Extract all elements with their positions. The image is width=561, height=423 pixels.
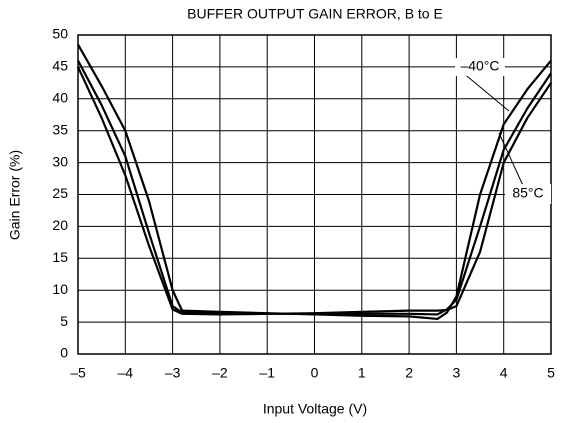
- x-tick-label: –2: [212, 365, 228, 381]
- annotation-bg: [505, 184, 551, 204]
- x-tick-label: 1: [358, 365, 366, 381]
- chart-title: BUFFER OUTPUT GAIN ERROR, B to E: [187, 6, 443, 22]
- y-axis-label: Gain Error (%): [7, 150, 23, 240]
- y-tick-label: 0: [60, 345, 68, 361]
- annotation-arrow: [498, 132, 526, 191]
- y-tick-label: 35: [52, 121, 68, 137]
- y-tick-label: 15: [52, 249, 68, 265]
- y-tick-label: 25: [52, 185, 68, 201]
- y-tick-label: 50: [52, 26, 68, 42]
- annotation: 85°C: [512, 185, 543, 201]
- series-line: [77, 66, 552, 316]
- x-tick-label: 4: [500, 365, 508, 381]
- x-tick-label: –3: [165, 365, 181, 381]
- x-tick-label: 2: [405, 365, 413, 381]
- annotation: –40°C: [460, 58, 499, 74]
- y-tick-label: 10: [52, 281, 68, 297]
- x-tick-label: 5: [547, 365, 555, 381]
- annotation-arrow: [461, 71, 510, 112]
- y-tick-label: 45: [52, 58, 68, 74]
- x-tick-label: 3: [453, 365, 461, 381]
- x-tick-label: 0: [311, 365, 319, 381]
- series-line: [77, 60, 552, 316]
- series-line: [77, 44, 552, 321]
- y-tick-label: 30: [52, 153, 68, 169]
- x-tick-label: –4: [118, 365, 134, 381]
- y-tick-label: 5: [60, 313, 68, 329]
- annotation-bg: [455, 58, 505, 76]
- y-tick-label: 40: [52, 90, 68, 106]
- x-tick-label: –5: [70, 365, 86, 381]
- y-tick-label: 20: [52, 217, 68, 233]
- x-tick-label: –1: [259, 365, 275, 381]
- x-axis-label: Input Voltage (V): [263, 401, 367, 417]
